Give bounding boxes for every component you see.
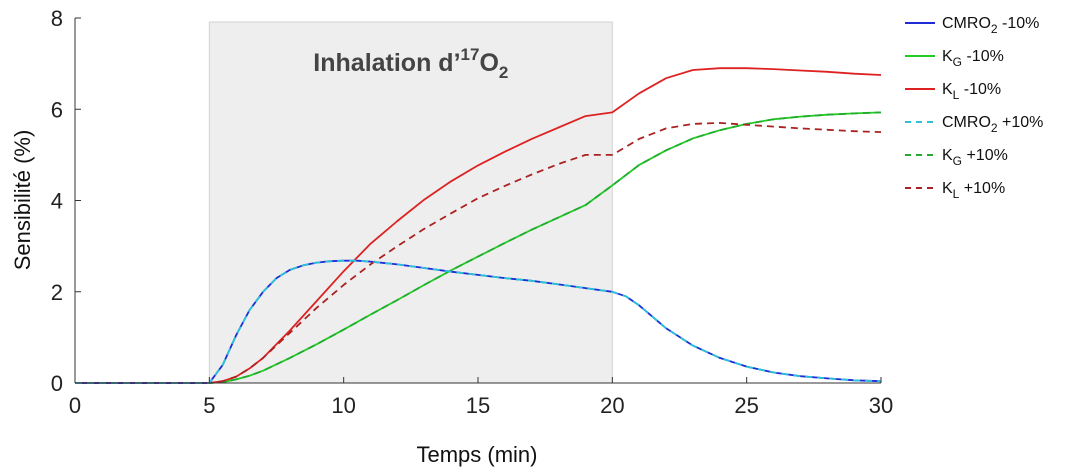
x-tick-label: 25 xyxy=(734,393,758,418)
y-tick-label: 0 xyxy=(51,371,63,396)
legend-entry: KL +10% xyxy=(942,180,1005,201)
x-tick-label: 15 xyxy=(466,393,490,418)
legend-entry: CMRO2 -10% xyxy=(942,15,1039,36)
inhalation-label-sup: 17 xyxy=(461,45,480,64)
legend: CMRO2 -10% KG -10% KL -10% CMRO2 +10% KG +10… xyxy=(905,15,1043,201)
series-layer xyxy=(75,67,882,384)
x-tick-label: 20 xyxy=(600,393,624,418)
inhalation-shaded-region xyxy=(208,21,613,384)
x-tick-label: 30 xyxy=(869,393,893,418)
inhalation-label-sub: 2 xyxy=(499,63,508,82)
inhalation-label-main: Inhalation d’ xyxy=(313,49,460,77)
y-axis-title: Sensibilité (%) xyxy=(10,130,35,271)
legend-entry: CMRO2 +10% xyxy=(942,114,1043,135)
legend-entry: KG +10% xyxy=(942,147,1008,168)
inhalation-label: Inhalation d’17O2 xyxy=(313,45,508,82)
legend-entry: KG -10% xyxy=(942,48,1004,69)
x-tick-label: 10 xyxy=(331,393,355,418)
series-line-5 xyxy=(75,111,882,384)
y-tick-label: 6 xyxy=(51,97,63,122)
series-line-3 xyxy=(75,67,882,384)
axes-layer: 0 5 10 15 20 25 30 0 2 4 6 8 xyxy=(51,6,893,418)
x-axis-title: Temps (min) xyxy=(416,442,537,467)
x-tick-label: 0 xyxy=(69,393,81,418)
x-tick-label: 5 xyxy=(203,393,215,418)
series-line-4 xyxy=(75,259,882,384)
series-line-6 xyxy=(75,122,882,384)
inhalation-label-mid: O xyxy=(479,49,498,77)
y-tick-label: 2 xyxy=(51,280,63,305)
legend-entry: KL -10% xyxy=(942,81,1001,102)
y-tick-label: 4 xyxy=(51,189,63,214)
y-tick-label: 8 xyxy=(51,6,63,31)
